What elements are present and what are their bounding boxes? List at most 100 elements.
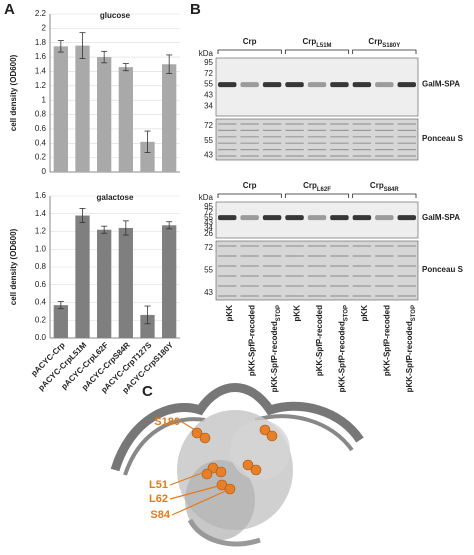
- label-sub: L51M: [316, 43, 331, 49]
- y-tick-label: 1.2: [35, 81, 47, 90]
- bar: [118, 227, 133, 338]
- band: [375, 82, 394, 88]
- label-sub: STOP: [410, 305, 416, 321]
- residue-label: L51: [149, 479, 168, 491]
- band: [397, 82, 416, 88]
- band-label: GalM-SPA: [422, 213, 460, 222]
- lane-label: pKK: [293, 305, 302, 322]
- y-tick-label: 1: [42, 95, 47, 104]
- band: [397, 215, 416, 221]
- label-sub: S180Y: [382, 43, 400, 49]
- label-main: Crp: [302, 37, 316, 46]
- lane-label: pKK-SpfP-recoded: [382, 305, 391, 376]
- label-main: pKK-SpfP-recoded: [382, 305, 391, 376]
- y-tick-label: 0.8: [35, 262, 47, 271]
- label-main: pKK-SpfP-recoded: [315, 305, 324, 376]
- group-bracket: [352, 49, 417, 54]
- error-bar: [79, 208, 86, 224]
- y-tick-label: 1.4: [35, 67, 47, 76]
- bar: [97, 229, 112, 338]
- group-label: Crp: [243, 37, 257, 46]
- lane-label: pKK: [360, 305, 369, 322]
- lane-label: pKK: [225, 305, 234, 322]
- y-tick-label: 1.4: [35, 209, 47, 218]
- label-sub: S84R: [384, 187, 400, 193]
- marker-label: 72: [204, 207, 213, 216]
- label-main: pKK-SpfP-recoded: [338, 321, 347, 392]
- y-tick-label: 0.6: [35, 124, 47, 133]
- band: [330, 82, 349, 88]
- y-tick-label: 0.2: [35, 315, 47, 324]
- error-bar: [144, 130, 151, 154]
- marker-label: 55: [204, 266, 213, 275]
- marker-label: 95: [204, 202, 213, 211]
- ponceau-label: Ponceau S: [422, 134, 464, 143]
- marker-label: 34: [204, 223, 213, 232]
- y-tick-label: 0.4: [35, 298, 47, 307]
- band: [352, 215, 372, 221]
- lane-label: pKK-SpfP-recodedSTOP: [338, 305, 349, 392]
- bar: [97, 57, 112, 172]
- y-tick-label: 0.8: [35, 110, 47, 119]
- error-bar: [79, 32, 86, 59]
- band: [285, 82, 304, 88]
- band: [218, 82, 237, 88]
- y-tick-label: 1.6: [35, 191, 47, 200]
- label-main: pKK-SpfP-recoded: [405, 321, 414, 392]
- band: [218, 215, 237, 221]
- group-bracket: [284, 193, 350, 198]
- unit-label: kDa: [199, 193, 214, 202]
- y-axis-label: cell density (OD600): [9, 228, 18, 305]
- marker-label: 43: [204, 91, 213, 100]
- marker-label: 26: [204, 229, 213, 238]
- label-main: Crp: [243, 181, 257, 190]
- marker-label: 43: [204, 288, 213, 297]
- band: [240, 82, 259, 88]
- group-label: Crp: [243, 181, 257, 190]
- chart-title: glucose: [100, 11, 131, 20]
- marker-label: 55: [204, 136, 213, 145]
- group-bracket: [217, 49, 282, 54]
- ponceau: [215, 240, 419, 301]
- label-main: Crp: [368, 37, 382, 46]
- marker-label: 72: [204, 243, 213, 252]
- group-label: CrpL51M: [302, 37, 331, 48]
- y-tick-label: 1.6: [35, 52, 47, 61]
- y-tick-label: 1.0: [35, 244, 47, 253]
- group-label: CrpS84R: [370, 181, 399, 192]
- error-bar: [166, 54, 173, 75]
- protein-structure: [110, 383, 364, 547]
- error-bar: [57, 301, 64, 310]
- group-label: CrpL62F: [303, 181, 331, 192]
- error-bar: [122, 220, 129, 236]
- label-main: pKK: [225, 305, 234, 322]
- error-bar: [166, 221, 173, 230]
- marker-label: 43: [204, 151, 213, 160]
- group-bracket: [352, 193, 417, 198]
- residue-label: S84: [150, 509, 170, 521]
- error-bar: [101, 225, 108, 234]
- ponceau: [215, 118, 419, 161]
- marker-label: 72: [204, 69, 213, 78]
- bar: [162, 64, 177, 172]
- error-bar: [122, 63, 129, 72]
- panel-label: A: [4, 1, 15, 18]
- y-tick-label: 0.0: [35, 333, 47, 342]
- band: [307, 215, 327, 221]
- y-tick-label: 0.6: [35, 280, 47, 289]
- marker-label: 95: [204, 58, 213, 67]
- ponceau-label: Ponceau S: [422, 265, 464, 274]
- marker-label: 72: [204, 121, 213, 130]
- label-main: Crp: [243, 37, 257, 46]
- label-sub: STOP: [343, 305, 349, 321]
- group-bracket: [217, 193, 282, 198]
- error-bar: [101, 50, 108, 64]
- marker-label: 55: [204, 213, 213, 222]
- band-label: GalM-SPA: [422, 80, 460, 89]
- bar: [162, 225, 177, 338]
- residue-label: S180: [154, 416, 180, 428]
- label-main: pKK-SpfP-recoded: [270, 321, 279, 392]
- band: [352, 82, 372, 88]
- band: [262, 82, 282, 88]
- bar: [53, 305, 68, 338]
